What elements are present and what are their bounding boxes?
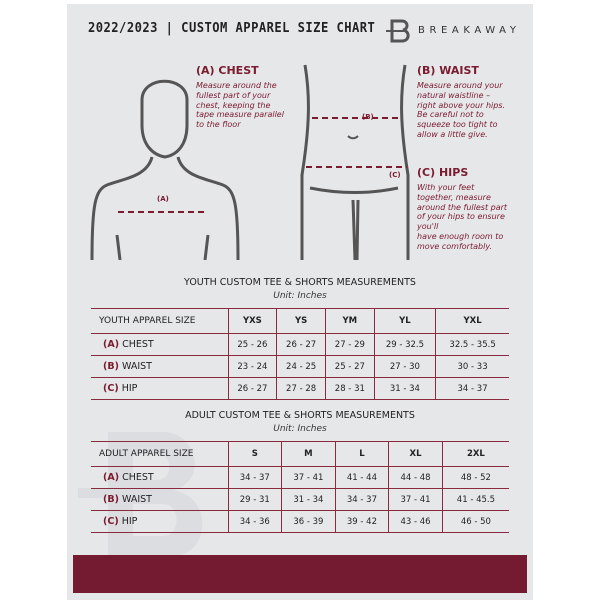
measurement-cell: 48 - 52	[441, 466, 509, 489]
measurement-cell: 46 - 50	[441, 510, 509, 533]
table-row: (C) HIP 26 - 27 27 - 28 28 - 31 31 - 34 34 - …	[91, 377, 509, 400]
measurement-cell: 31 - 34	[281, 488, 336, 511]
measurement-cell: 23 - 24	[227, 355, 277, 378]
measurement-cell: 36 - 39	[281, 510, 336, 533]
measurement-cell: 31 - 34	[373, 377, 436, 400]
measurement-cell: 25 - 26	[227, 333, 277, 356]
size-column-header: YM	[324, 308, 375, 334]
size-column-header: 2XL	[441, 441, 509, 467]
hips-marker: (C)	[389, 171, 401, 179]
measurement-label: (A) CHEST	[91, 333, 228, 356]
measurement-cell: 29 - 31	[227, 488, 282, 511]
youth-size-table: YOUTH APPAREL SIZE YXS YS YM YL YXL (A) CHEST 2…	[91, 308, 509, 400]
youth-unit: Unit: Inches	[273, 291, 327, 301]
breakaway-logo-icon	[386, 19, 410, 43]
torso-figure	[90, 79, 240, 260]
size-column-header: YS	[276, 308, 326, 334]
hips-heading: (C) HIPS	[417, 166, 469, 179]
measurement-cell: 39 - 42	[334, 510, 389, 533]
waist-marker: (B)	[362, 113, 374, 121]
adult-unit: Unit: Inches	[273, 424, 327, 434]
hips-instructions: (C) HIPS With your feet together, measure…	[417, 166, 507, 252]
page-title: 2022/2023 | CUSTOM APPAREL SIZE CHART	[88, 20, 376, 36]
measurement-cell: 34 - 36	[227, 510, 282, 533]
measurement-label: (C) HIP	[91, 510, 228, 533]
measurement-cell: 24 - 25	[276, 355, 326, 378]
adult-size-table: ADULT APPAREL SIZE S M L XL 2XL (A) CHEST 34 - …	[91, 441, 509, 533]
measurement-cell: 37 - 41	[388, 488, 443, 511]
measurement-cell: 26 - 27	[227, 377, 277, 400]
measurement-label: (B) WAIST	[91, 488, 228, 511]
lower-body-figure	[300, 64, 410, 260]
measurement-cell: 34 - 37	[334, 488, 389, 511]
measurement-cell: 27 - 30	[373, 355, 436, 378]
measurement-cell: 32.5 - 35.5	[435, 333, 509, 356]
footer-bar	[73, 555, 527, 593]
table-header-row: ADULT APPAREL SIZE S M L XL 2XL	[91, 441, 509, 467]
chest-marker: (A)	[157, 195, 169, 203]
size-column-header: YXS	[227, 308, 277, 334]
size-column-header: M	[281, 441, 336, 467]
size-column-header: L	[334, 441, 389, 467]
size-column-header: XL	[388, 441, 443, 467]
body-figures	[90, 64, 410, 260]
waist-heading: (B) WAIST	[417, 64, 479, 77]
chest-desc: Measure around the fullest part of your ch…	[196, 81, 284, 130]
measurement-cell: 27 - 28	[276, 377, 326, 400]
table-row: (B) WAIST 29 - 31 31 - 34 34 - 37 37 - 41 41 …	[91, 488, 509, 511]
size-header: YOUTH APPAREL SIZE	[91, 308, 228, 334]
measurement-cell: 29 - 32.5	[373, 333, 436, 356]
chest-heading: (A) CHEST	[196, 64, 259, 77]
waist-instructions: (B) WAIST Measure around your natural wai…	[417, 64, 505, 140]
hips-desc: With your feet together, measure around th…	[417, 183, 508, 251]
measurement-cell: 34 - 37	[435, 377, 509, 400]
size-header: ADULT APPAREL SIZE	[91, 441, 228, 467]
measurement-cell: 27 - 29	[324, 333, 375, 356]
measurement-cell: 37 - 41	[281, 466, 336, 489]
table-header-row: YOUTH APPAREL SIZE YXS YS YM YL YXL	[91, 308, 509, 334]
measurement-cell: 41 - 45.5	[441, 488, 509, 511]
measurement-cell: 30 - 33	[435, 355, 509, 378]
waist-desc: Measure around your natural waistline – ri…	[417, 81, 506, 139]
table-row: (B) WAIST 23 - 24 24 - 25 25 - 27 27 - 30 30 …	[91, 355, 509, 378]
measurement-cell: 34 - 37	[227, 466, 282, 489]
youth-section-title: YOUTH CUSTOM TEE & SHORTS MEASUREMENTS	[184, 277, 416, 288]
table-row: (A) CHEST 34 - 37 37 - 41 41 - 44 44 - 48 48 …	[91, 466, 509, 489]
size-column-header: S	[227, 441, 282, 467]
measurement-label: (B) WAIST	[91, 355, 228, 378]
size-column-header: YL	[373, 308, 436, 334]
measurement-label: (C) HIP	[91, 377, 228, 400]
measurement-cell: 41 - 44	[334, 466, 389, 489]
measurement-cell: 25 - 27	[324, 355, 375, 378]
brand-name: BREAKAWAY	[418, 25, 521, 36]
measurement-cell: 26 - 27	[276, 333, 326, 356]
table-row: (C) HIP 34 - 36 36 - 39 39 - 42 43 - 46 46 - …	[91, 510, 509, 533]
adult-section-title: ADULT CUSTOM TEE & SHORTS MEASUREMENTS	[185, 410, 415, 421]
measurement-cell: 44 - 48	[388, 466, 443, 489]
chest-instructions: (A) CHEST Measure around the fullest part…	[196, 64, 284, 130]
measurement-cell: 28 - 31	[324, 377, 375, 400]
measurement-cell: 43 - 46	[388, 510, 443, 533]
size-column-header: YXL	[435, 308, 509, 334]
measurement-label: (A) CHEST	[91, 466, 228, 489]
table-row: (A) CHEST 25 - 26 26 - 27 27 - 29 29 - 32.5 3…	[91, 333, 509, 356]
